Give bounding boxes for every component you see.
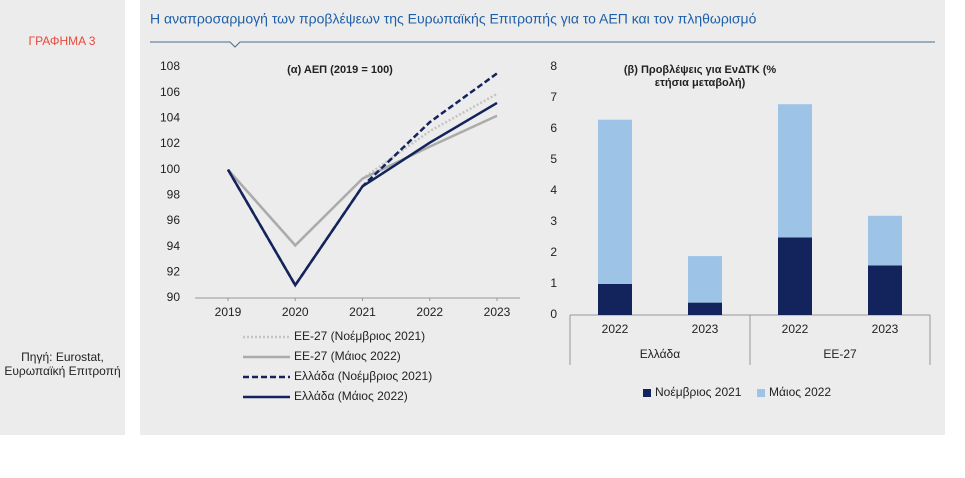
y-tick-label: 106 (160, 85, 180, 99)
x-tick-label: 2019 (215, 305, 242, 319)
legend-label: Νοέμβριος 2021 (655, 385, 742, 399)
figure-title: Η αναπροσαρμογή των προβλέψεων της Ευρωπ… (150, 11, 757, 27)
bar-segment (688, 302, 722, 315)
y-tick-label: 92 (167, 265, 181, 279)
x-tick-label: 2022 (416, 305, 443, 319)
x-tick-label: 2021 (349, 305, 376, 319)
group-label: ΕΕ-27 (823, 347, 857, 361)
y-tick-label: 3 (550, 214, 557, 228)
x-tick-label: 2023 (692, 322, 719, 336)
y-tick-label: 7 (550, 90, 557, 104)
y-tick-label: 0 (550, 307, 557, 321)
legend-label: ΕΕ-27 (Μάιος 2022) (294, 349, 401, 363)
main-panel (140, 0, 945, 435)
y-tick-label: 8 (550, 59, 557, 73)
x-tick-label: 2022 (602, 322, 629, 336)
y-tick-label: 100 (160, 162, 180, 176)
y-tick-label: 2 (550, 245, 557, 259)
y-tick-label: 6 (550, 121, 557, 135)
y-tick-label: 98 (167, 188, 181, 202)
bar-segment (688, 256, 722, 303)
line-series (227, 114, 498, 248)
bar-segment (778, 237, 812, 315)
x-tick-label: 2022 (782, 322, 809, 336)
x-tick-label: 2023 (872, 322, 899, 336)
legend-label: Μάιος 2022 (769, 385, 831, 399)
source: Πηγή: Eurostat, Ευρωπαϊκή Επιτροπή (4, 350, 121, 378)
y-tick-label: 90 (167, 290, 181, 304)
bar-segment (598, 119, 632, 284)
y-tick-label: 1 (550, 276, 557, 290)
bar-segment (868, 215, 902, 266)
legend-label: Ελλάδα (Νοέμβριος 2021) (294, 369, 432, 383)
title-rule (150, 41, 935, 48)
y-tick-label: 5 (550, 152, 557, 166)
y-tick-label: 108 (160, 59, 180, 73)
legend-label: Ελλάδα (Μάιος 2022) (294, 389, 408, 403)
bar-segment (868, 265, 902, 315)
group-label: Ελλάδα (640, 347, 680, 361)
chart-title: (β) Προβλέψεις για ΕνΔΤΚ (% ετήσια μεταβ… (623, 64, 777, 89)
legend-swatch (757, 389, 765, 397)
side-panel (0, 0, 125, 435)
y-tick-label: 94 (167, 239, 181, 253)
x-tick-label: 2023 (484, 305, 511, 319)
x-tick-label: 2020 (282, 305, 309, 319)
y-tick-label: 4 (550, 183, 557, 197)
line-series (226, 101, 498, 288)
chart-title: (α) ΑΕΠ (2019 = 100) (287, 64, 393, 76)
legend-swatch (643, 389, 651, 397)
legend-label: ΕΕ-27 (Νοέμβριος 2021) (294, 329, 425, 343)
bar-segment (598, 284, 632, 315)
figure-label: ΓΡΑΦΗΜΑ 3 (29, 34, 96, 48)
y-tick-label: 104 (160, 111, 180, 125)
y-tick-label: 102 (160, 136, 180, 150)
y-tick-label: 96 (167, 213, 181, 227)
bar-segment (778, 104, 812, 238)
